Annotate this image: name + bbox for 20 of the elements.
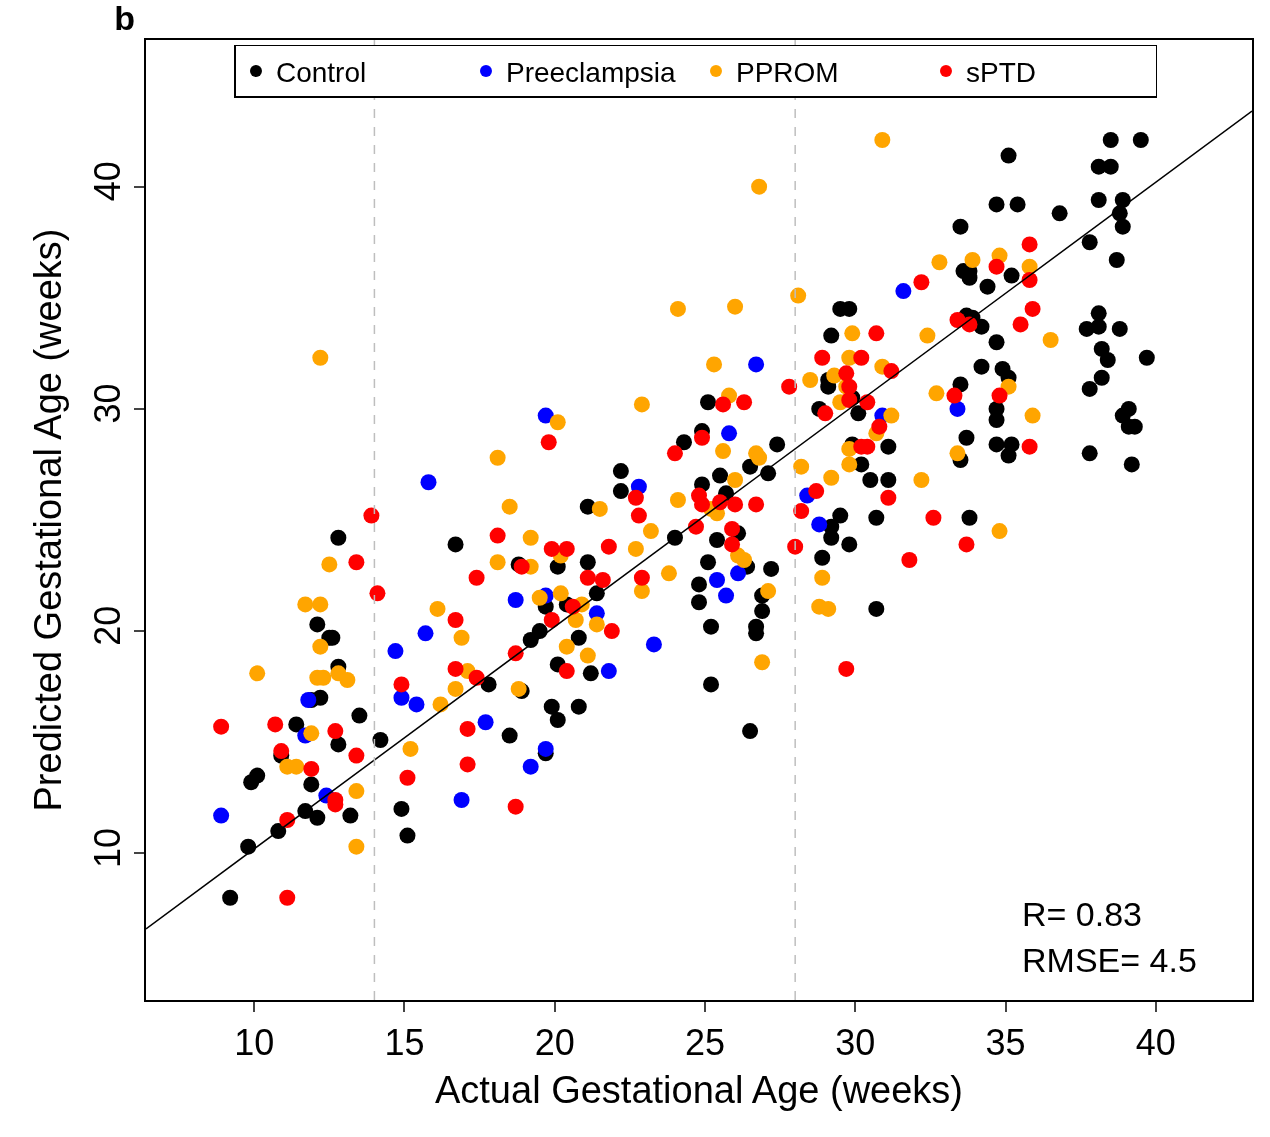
y-tick-label: 10 — [86, 827, 128, 868]
y-tick-label: 20 — [86, 605, 128, 646]
x-tick-label: 10 — [234, 1021, 275, 1063]
x-tick-label: 20 — [534, 1021, 575, 1063]
y-axis-title: Predicted Gestational Age (weeks) — [26, 228, 69, 812]
x-tick-label: 35 — [985, 1021, 1026, 1063]
y-tick-label: 40 — [86, 161, 128, 202]
x-tick-label: 40 — [1135, 1021, 1176, 1063]
legend-label: sPTD — [965, 56, 1036, 88]
x-axis-title: Actual Gestational Age (weeks) — [434, 1068, 964, 1111]
x-tick-label: 25 — [684, 1021, 726, 1063]
legend-label: Control — [275, 56, 367, 88]
legend-label: Preeclampsia — [505, 56, 677, 88]
annotation: RMSE= 4.5 — [1022, 941, 1197, 979]
annotation: R= 0.83 — [1022, 895, 1143, 933]
x-tick-label: 30 — [835, 1021, 876, 1063]
y-tick-label: 30 — [86, 383, 128, 424]
x-tick-label: 15 — [384, 1021, 425, 1063]
legend-label: PPROM — [735, 56, 839, 88]
chart-title: b — [114, 0, 136, 37]
